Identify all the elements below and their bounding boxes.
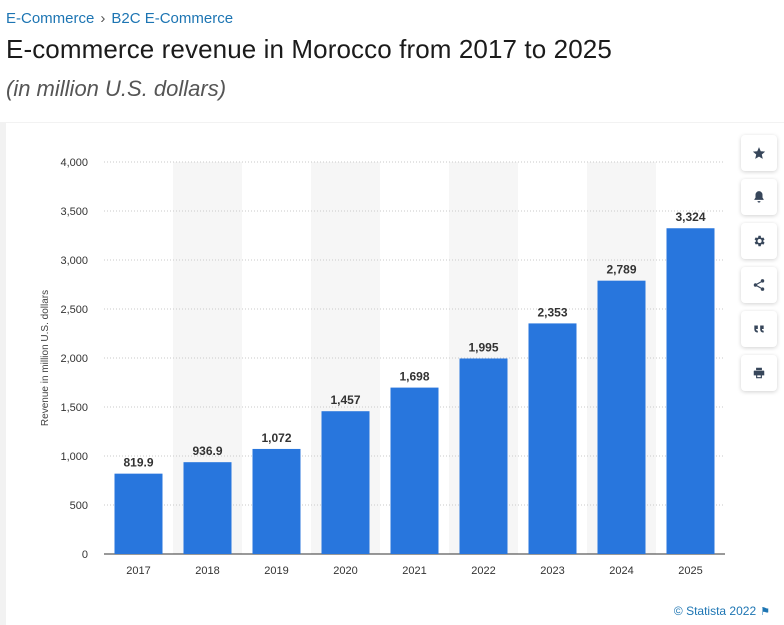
page-header: E-Commerce › B2C E-Commerce E-commerce rev… <box>0 0 784 122</box>
breadcrumb: E-Commerce › B2C E-Commerce <box>6 10 233 27</box>
bar-2020 <box>321 411 370 554</box>
share-button[interactable] <box>741 267 777 303</box>
bar-2017 <box>114 473 163 554</box>
y-axis-title: Revenue in million U.S. dollars <box>40 290 51 426</box>
y-tick-label: 1,000 <box>60 451 88 463</box>
favorite-button[interactable] <box>741 135 777 171</box>
x-tick-label: 2019 <box>264 565 288 577</box>
x-tick-label: 2023 <box>540 565 564 577</box>
data-label: 1,698 <box>399 370 429 384</box>
data-label: 3,324 <box>675 210 705 224</box>
y-tick-label: 0 <box>82 549 88 561</box>
x-tick-label: 2024 <box>609 565 633 577</box>
bar-chart: 0 500 1,000 1,500 2,000 2,500 3,000 3,500 4,000 8… <box>40 157 725 577</box>
y-tick-label: 1,500 <box>60 402 88 414</box>
y-tick-label: 3,000 <box>60 255 88 267</box>
print-button[interactable] <box>741 355 777 391</box>
gear-icon <box>754 235 765 247</box>
page-subtitle: (in million U.S. dollars) <box>6 76 227 101</box>
bar-2025 <box>666 228 715 555</box>
breadcrumb-link-ecommerce[interactable]: E-Commerce <box>6 10 95 27</box>
data-label: 1,072 <box>261 431 291 445</box>
bar-2023 <box>528 323 577 554</box>
y-tick-label: 500 <box>70 500 88 512</box>
star-icon <box>752 147 766 159</box>
bar-2021 <box>390 387 439 554</box>
x-tick-label: 2020 <box>333 565 357 577</box>
statista-credit[interactable]: © Statista 2022 ⚑ <box>674 604 770 618</box>
x-tick-label: 2025 <box>678 565 702 577</box>
y-tick-label: 2,000 <box>60 353 88 365</box>
quote-icon <box>754 325 764 333</box>
bar-2018 <box>183 462 232 554</box>
page-title: E-commerce revenue in Morocco from 2017 … <box>6 34 612 64</box>
settings-button[interactable] <box>741 223 777 259</box>
x-tick-label: 2018 <box>195 565 219 577</box>
notification-button[interactable] <box>741 179 777 215</box>
share-icon <box>753 279 765 291</box>
y-tick-label: 2,500 <box>60 304 88 316</box>
data-label: 819.9 <box>123 456 153 470</box>
bar-2019 <box>252 448 301 554</box>
y-tick-label: 4,000 <box>60 157 88 169</box>
chart-panel: 0 500 1,000 1,500 2,000 2,500 3,000 3,500 4,000 8… <box>6 123 784 625</box>
y-tick-label: 3,500 <box>60 206 88 218</box>
data-label: 2,789 <box>606 263 636 277</box>
data-label: 1,995 <box>468 340 498 354</box>
data-label: 2,353 <box>537 305 567 319</box>
breadcrumb-separator: › <box>100 10 106 27</box>
flag-icon: ⚑ <box>760 606 770 618</box>
breadcrumb-link-b2c-ecommerce[interactable]: B2C E-Commerce <box>111 10 234 27</box>
bell-icon <box>754 191 764 203</box>
x-tick-label: 2021 <box>402 565 426 577</box>
bar-2022 <box>459 358 508 554</box>
data-label: 936.9 <box>192 444 222 458</box>
x-tick-label: 2017 <box>126 565 150 577</box>
print-icon <box>753 367 765 379</box>
x-tick-label: 2022 <box>471 565 495 577</box>
bar-2024 <box>597 280 646 554</box>
cite-button[interactable] <box>741 311 777 347</box>
data-label: 1,457 <box>330 393 360 407</box>
credit-text[interactable]: © Statista 2022 <box>673 604 757 618</box>
